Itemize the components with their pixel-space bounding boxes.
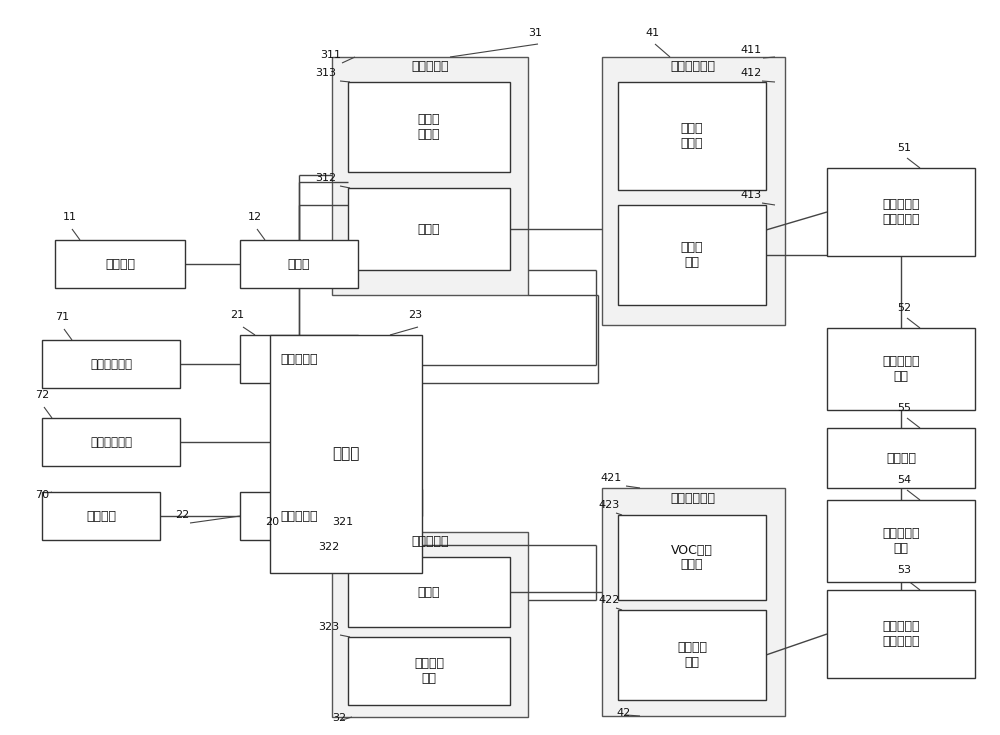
Text: 进样阀: 进样阀 (332, 446, 360, 462)
Text: 422: 422 (598, 595, 619, 605)
Text: 21: 21 (230, 310, 244, 320)
Text: VOC组分
分析柱: VOC组分 分析柱 (671, 543, 713, 572)
Bar (602, 488, 785, 716)
Text: 413: 413 (740, 190, 761, 200)
Text: 第二电加
热器: 第二电加 热器 (677, 641, 707, 669)
Text: 312: 312 (315, 173, 336, 183)
Text: 第二微型柱箱: 第二微型柱箱 (670, 492, 716, 505)
Text: 第一信号放
大器: 第一信号放 大器 (882, 355, 920, 383)
Text: 第三电
加热器: 第三电 加热器 (418, 113, 440, 141)
Text: 72: 72 (35, 390, 49, 400)
Text: 423: 423 (598, 500, 619, 510)
Bar (348, 557, 510, 627)
Text: 第一电
加热器: 第一电 加热器 (681, 122, 703, 150)
Text: 31: 31 (528, 28, 542, 38)
Bar (348, 82, 510, 172)
Text: 第一微型柱箱: 第一微型柱箱 (670, 60, 716, 73)
Bar (42, 340, 180, 388)
Text: 421: 421 (600, 473, 621, 483)
Text: 第三电加
热器: 第三电加 热器 (414, 657, 444, 685)
Bar (42, 492, 160, 540)
Text: 41: 41 (645, 28, 659, 38)
Text: 第二载气进口: 第二载气进口 (90, 436, 132, 448)
Bar (827, 500, 975, 582)
Bar (348, 637, 510, 705)
Bar (240, 240, 358, 288)
Text: 55: 55 (897, 403, 911, 413)
Text: 第一电磁阀: 第一电磁阀 (280, 353, 318, 365)
Bar (240, 492, 358, 540)
Bar (332, 57, 528, 295)
Text: 富集阱箱体: 富集阱箱体 (411, 60, 449, 73)
Bar (618, 610, 766, 700)
Bar (348, 188, 510, 270)
Text: 311: 311 (320, 50, 341, 60)
Text: 采样泵: 采样泵 (288, 257, 310, 270)
Text: 第一载气进口: 第一载气进口 (90, 357, 132, 370)
Text: 313: 313 (315, 68, 336, 78)
Text: 53: 53 (897, 565, 911, 575)
Text: 样气出口: 样气出口 (86, 509, 116, 523)
Text: 富集阱箱体: 富集阱箱体 (411, 535, 449, 548)
Text: 411: 411 (740, 45, 761, 55)
Bar (827, 168, 975, 256)
Text: 20: 20 (265, 517, 279, 527)
Bar (618, 82, 766, 190)
Text: 12: 12 (248, 212, 262, 222)
Text: 第二信号放
大器: 第二信号放 大器 (882, 527, 920, 555)
Bar (618, 205, 766, 305)
Text: 第二火焰离
子化检测仪: 第二火焰离 子化检测仪 (882, 620, 920, 648)
Text: 322: 322 (318, 542, 339, 552)
Text: 71: 71 (55, 312, 69, 322)
Text: 412: 412 (740, 68, 761, 78)
Bar (270, 335, 422, 573)
Text: 70: 70 (35, 490, 49, 500)
Bar (827, 428, 975, 488)
Bar (42, 418, 180, 466)
Text: 样气进口: 样气进口 (105, 257, 135, 270)
Bar (827, 590, 975, 678)
Text: 第二电磁阀: 第二电磁阀 (280, 509, 318, 523)
Bar (240, 335, 358, 383)
Text: 微处理器: 微处理器 (886, 451, 916, 465)
Text: 321: 321 (332, 517, 353, 527)
Text: 吸附管: 吸附管 (418, 223, 440, 235)
Text: 总烃分
析柱: 总烃分 析柱 (681, 241, 703, 269)
Bar (602, 57, 785, 325)
Text: 51: 51 (897, 143, 911, 153)
Text: 23: 23 (408, 310, 422, 320)
Bar (332, 532, 528, 717)
Text: 54: 54 (897, 475, 911, 485)
Text: 42: 42 (616, 708, 630, 718)
Text: 22: 22 (175, 510, 189, 520)
Text: 323: 323 (318, 622, 339, 632)
Bar (827, 328, 975, 410)
Bar (55, 240, 185, 288)
Text: 第一火焰离
子化检测仪: 第一火焰离 子化检测仪 (882, 198, 920, 226)
Text: 52: 52 (897, 303, 911, 313)
Text: 吸附管: 吸附管 (418, 586, 440, 598)
Text: 11: 11 (63, 212, 77, 222)
Text: 32: 32 (332, 713, 346, 723)
Bar (618, 515, 766, 600)
